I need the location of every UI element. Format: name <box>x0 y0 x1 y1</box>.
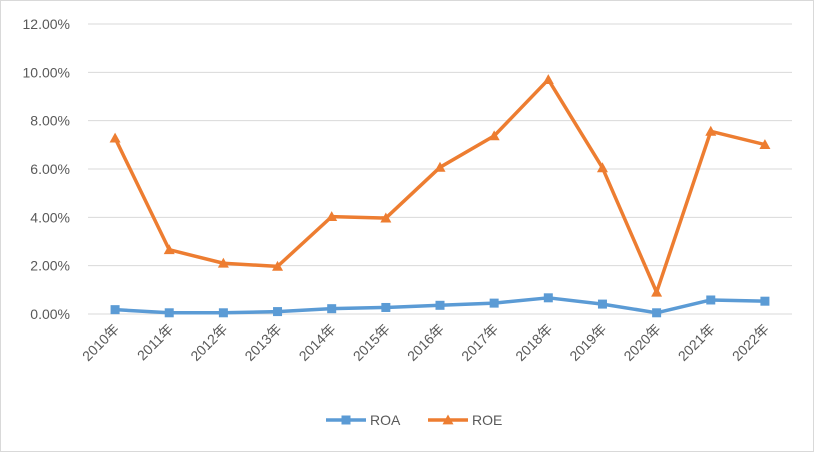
x-axis-tick-labels: 2010年 2011年 2012年 2013年 2014年 2015年 2016年 2017年… <box>79 321 772 364</box>
data-point <box>435 300 445 310</box>
x-tick-label: 2012年 <box>187 321 230 364</box>
data-point <box>272 260 284 271</box>
series-roa <box>110 293 770 318</box>
data-point <box>327 304 337 314</box>
y-tick-label: 2.00% <box>30 258 70 274</box>
x-tick-label: 2022年 <box>729 321 772 364</box>
series-line <box>113 77 766 294</box>
legend-marker <box>341 415 351 425</box>
y-tick-label: 8.00% <box>30 113 70 129</box>
legend-label: ROE <box>472 412 502 428</box>
x-tick-label: 2019年 <box>566 321 609 364</box>
x-tick-label: 2010年 <box>79 321 122 364</box>
legend-label: ROA <box>370 412 401 428</box>
y-tick-label: 0.00% <box>30 306 70 322</box>
x-tick-label: 2014年 <box>296 321 339 364</box>
x-tick-label: 2021年 <box>675 321 718 364</box>
legend-item-roe: ROE <box>428 412 502 428</box>
data-point <box>543 293 553 303</box>
x-tick-label: 2011年 <box>134 321 177 364</box>
data-point <box>651 286 663 297</box>
data-point <box>488 130 500 141</box>
data-point <box>706 295 716 305</box>
y-tick-label: 10.00% <box>23 64 70 80</box>
data-point <box>489 298 499 308</box>
y-axis-tick-labels: 0.00% 2.00% 4.00% 6.00% 8.00% 10.00% 12.00% <box>23 16 70 322</box>
data-point <box>759 139 771 149</box>
data-point <box>705 125 717 136</box>
legend-marker <box>442 414 454 425</box>
data-point <box>218 308 228 318</box>
data-point <box>434 161 446 172</box>
data-point <box>164 308 174 318</box>
y-tick-label: 4.00% <box>30 209 70 225</box>
x-tick-label: 2013年 <box>241 321 284 364</box>
data-point <box>109 132 121 143</box>
y-tick-label: 12.00% <box>23 16 70 32</box>
data-point <box>652 308 662 318</box>
data-point <box>542 74 554 84</box>
data-point <box>597 299 607 309</box>
x-tick-label: 2015年 <box>350 321 393 364</box>
legend-item-roa: ROA <box>326 412 401 428</box>
y-tick-label: 6.00% <box>30 161 70 177</box>
data-point <box>273 307 283 317</box>
legend: ROA ROE <box>326 412 502 428</box>
series-group <box>109 74 771 318</box>
data-point <box>760 296 770 306</box>
data-point <box>217 257 229 268</box>
x-tick-label: 2016年 <box>404 321 447 364</box>
series-roe <box>109 74 771 297</box>
x-tick-label: 2020年 <box>620 321 663 364</box>
x-tick-label: 2017年 <box>458 321 501 364</box>
data-point <box>110 305 120 315</box>
data-point <box>326 211 338 222</box>
data-point <box>163 244 175 255</box>
x-tick-label: 2018年 <box>512 321 555 364</box>
data-point <box>381 302 391 312</box>
data-point <box>380 212 392 223</box>
data-point <box>596 162 608 173</box>
